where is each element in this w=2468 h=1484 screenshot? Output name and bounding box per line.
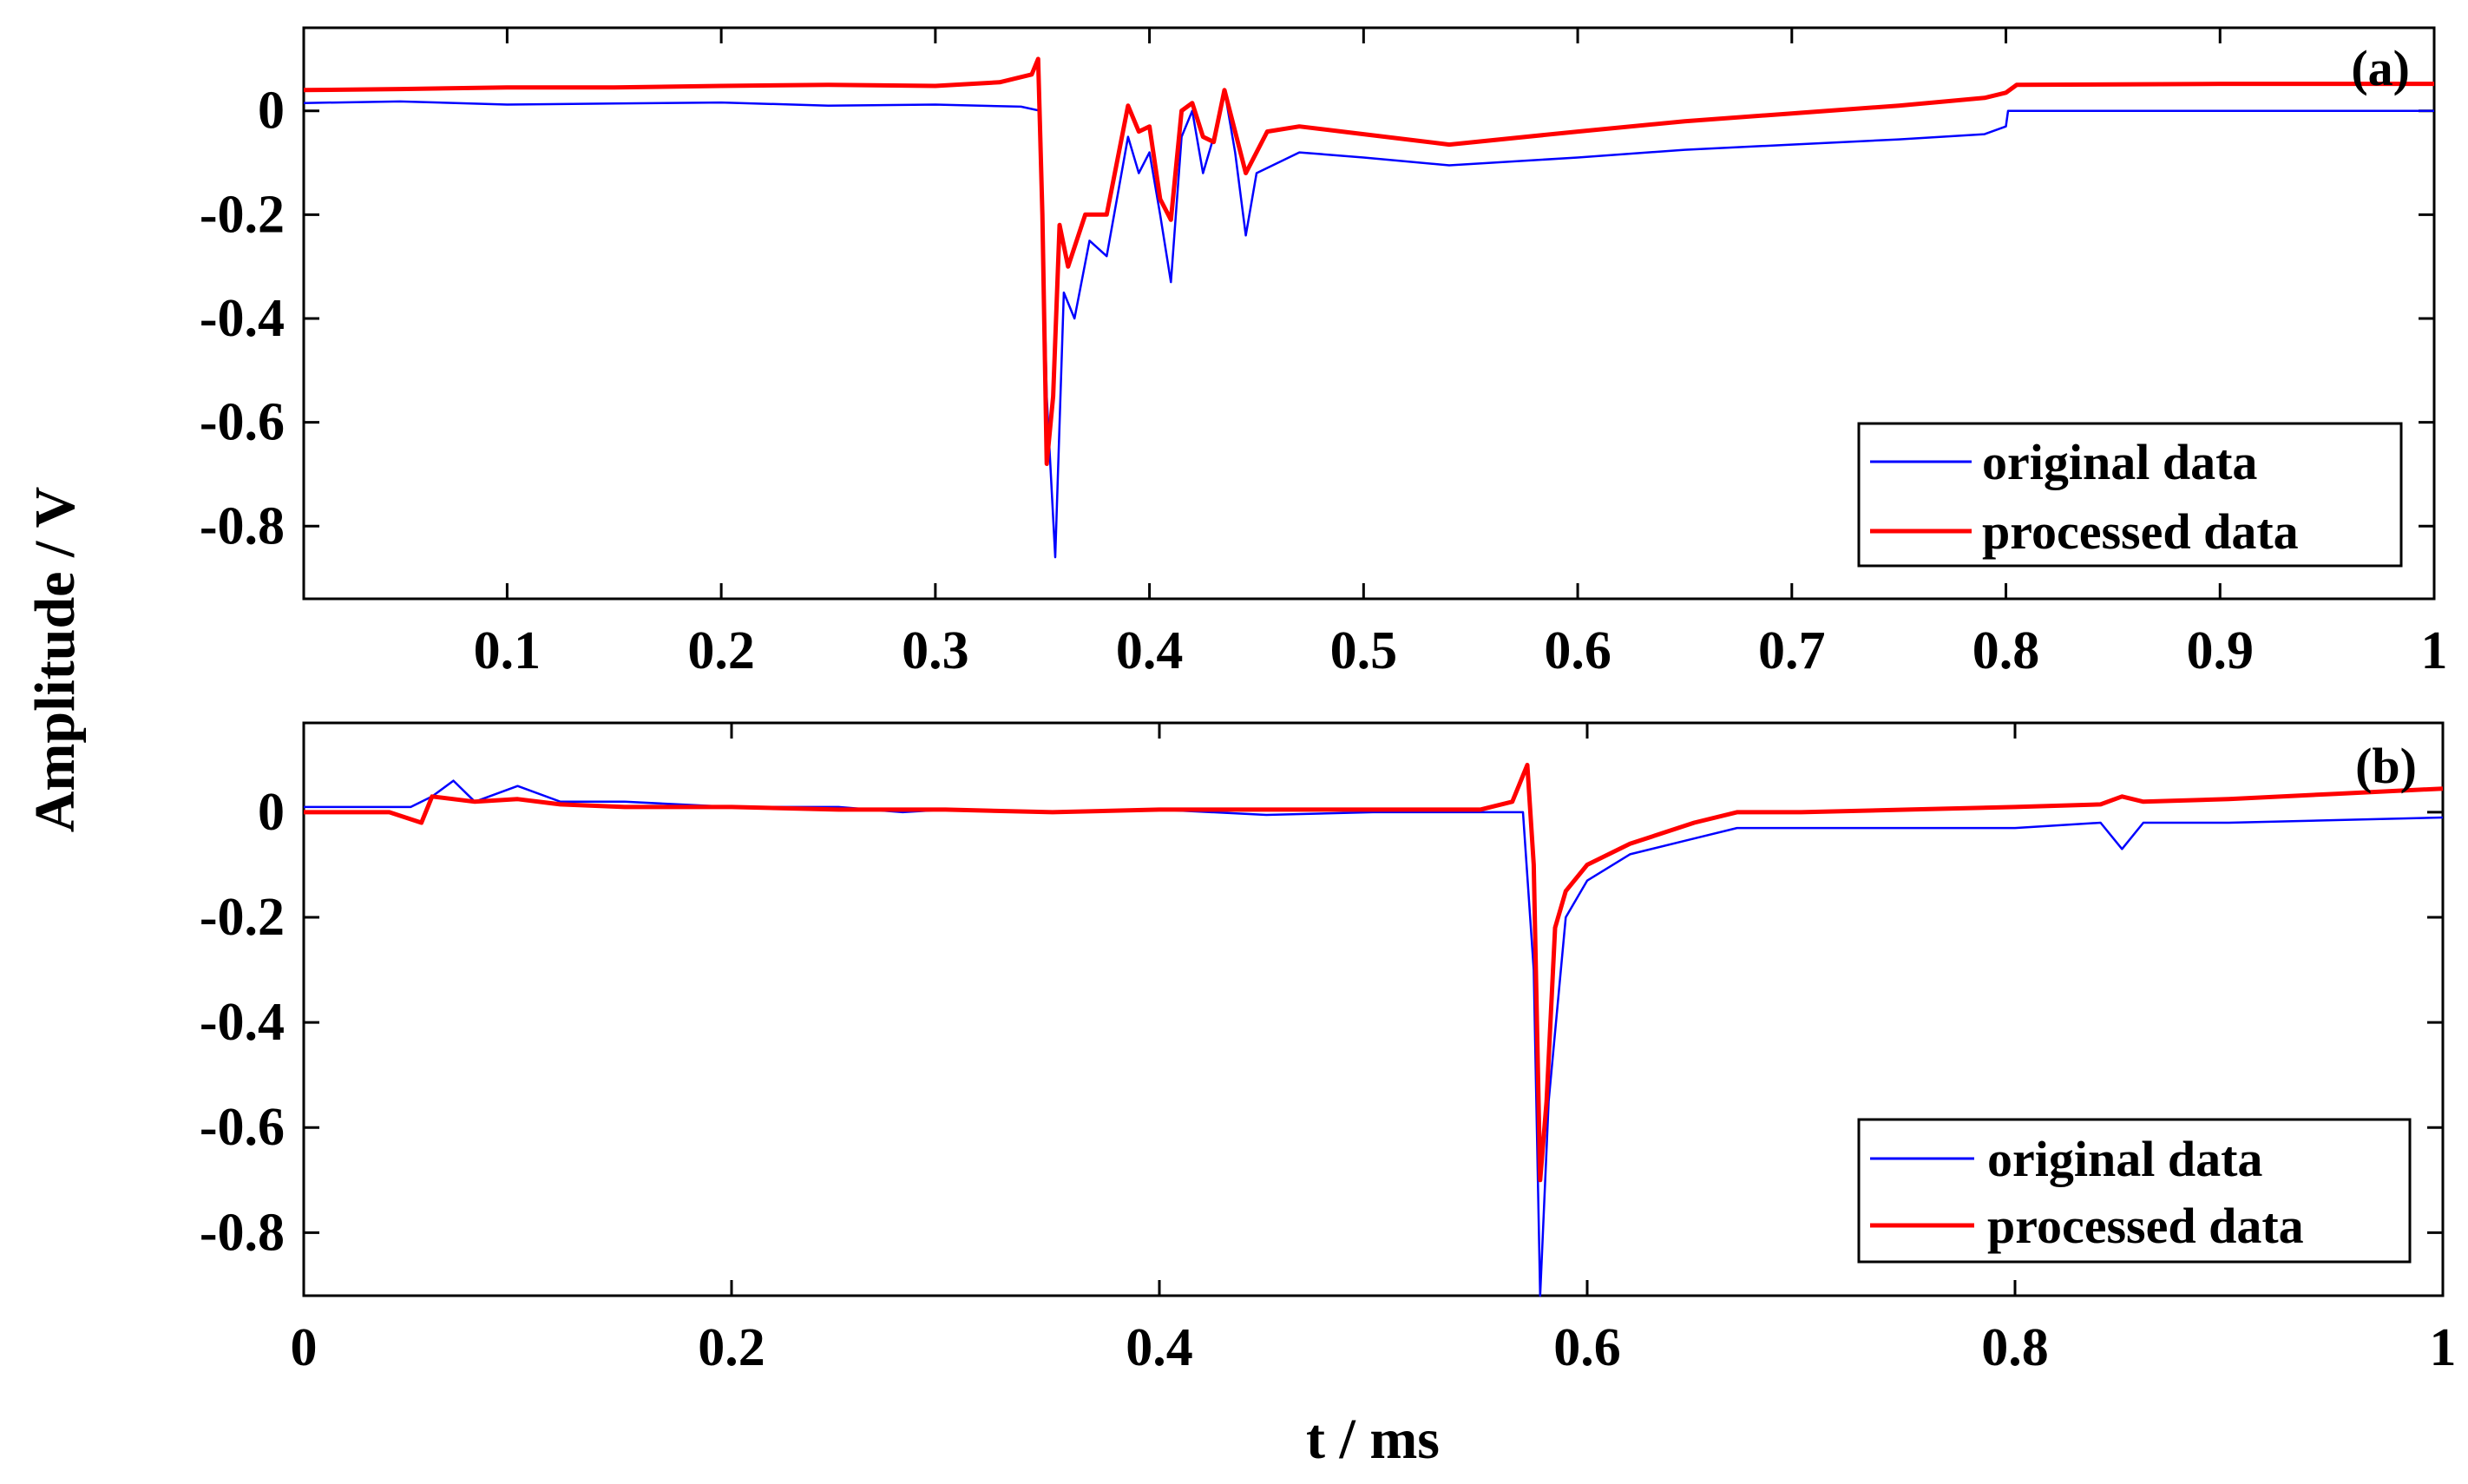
- panel-a-y-tick-label: -0.2: [200, 185, 285, 244]
- panel-a-x-tick-label: 0.9: [2187, 621, 2255, 680]
- panel-a-y-tick-label: -0.4: [200, 289, 285, 348]
- panel-b-y-ticks: 0 -0.2 -0.4 -0.6 -0.8: [200, 783, 2443, 1262]
- panel-b-legend-original-label: original data: [1987, 1131, 2262, 1187]
- panel-a-frame: [302, 26, 2436, 601]
- panel-b-y-tick-label: -0.4: [200, 993, 285, 1052]
- panel-a-series: [303, 56, 2434, 559]
- panel-b-x-tick-label: 0.4: [1126, 1318, 1193, 1377]
- panel-a: 0.1 0.2 0.3 0.4 0.5 0.6 0.7 0.8 0.9 1 0 -0.2 -0.4 -0…: [200, 26, 2448, 680]
- panel-a-x-tick-label: 0.6: [1544, 621, 1611, 680]
- panel-a-x-tick-label: 0.7: [1758, 621, 1826, 680]
- panel-b-series-original: [304, 779, 2444, 1297]
- panel-a-legend: original data processed data: [1857, 422, 2403, 568]
- panel-a-x-tick-label: 0.5: [1330, 621, 1398, 680]
- panel-a-y-tick-label: -0.8: [200, 496, 285, 555]
- panel-b-legend-box: [1857, 1118, 2412, 1264]
- panel-b-x-tick-label: 1: [2430, 1318, 2457, 1377]
- panel-a-label: (a): [2351, 40, 2410, 96]
- panel-b-series: [304, 762, 2444, 1297]
- panel-a-y-tick-label: -0.6: [200, 393, 285, 452]
- panel-b-x-tick-label: 0.6: [1553, 1318, 1621, 1377]
- y-axis-title: Amplitude / V: [23, 487, 87, 833]
- x-axis-title: t / ms: [1306, 1408, 1440, 1471]
- panel-b-y-tick-label: -0.2: [200, 888, 285, 947]
- panel-a-x-tick-label: 0.2: [687, 621, 755, 680]
- panel-a-series-processed: [303, 56, 2434, 466]
- panel-b-y-tick-label: -0.8: [200, 1203, 285, 1262]
- panel-a-x-tick-label: 1: [2421, 621, 2448, 680]
- panel-b-legend: original data processed data: [1857, 1118, 2412, 1264]
- panel-a-x-tick-label: 0.1: [474, 621, 542, 680]
- panel-a-legend-original-label: original data: [1982, 434, 2257, 490]
- panel-a-x-tick-label: 0.4: [1116, 621, 1184, 680]
- panel-b-legend-processed-label: processed data: [1987, 1198, 2304, 1254]
- panel-a-series-original: [303, 89, 2434, 559]
- panel-a-legend-box: [1857, 422, 2403, 568]
- panel-b-series-processed: [304, 762, 2444, 1183]
- panel-b-y-tick-label: 0: [258, 783, 285, 842]
- panel-b-x-tick-label: 0: [291, 1318, 318, 1377]
- panel-b-y-tick-label: -0.6: [200, 1098, 285, 1157]
- panel-a-x-ticks: 0.1 0.2 0.3 0.4 0.5 0.6 0.7 0.8 0.9 1: [474, 28, 2448, 680]
- panel-a-x-tick-label: 0.3: [902, 621, 969, 680]
- panel-b-label: (b): [2355, 738, 2417, 794]
- panel-a-x-tick-label: 0.8: [1972, 621, 2040, 680]
- panel-b-x-tick-label: 0.8: [1981, 1318, 2049, 1377]
- panel-a-y-tick-label: 0: [258, 82, 285, 141]
- panel-a-legend-processed-label: processed data: [1982, 503, 2299, 560]
- panel-b-x-tick-label: 0.2: [698, 1318, 765, 1377]
- panel-b-x-ticks: 0 0.2 0.4 0.6 0.8 1: [291, 723, 2457, 1377]
- panel-b-frame: [302, 721, 2445, 1297]
- panel-b: 0 0.2 0.4 0.6 0.8 1 0 -0.2 -0.4 -0.6 -0.8 (b) ori…: [200, 721, 2457, 1377]
